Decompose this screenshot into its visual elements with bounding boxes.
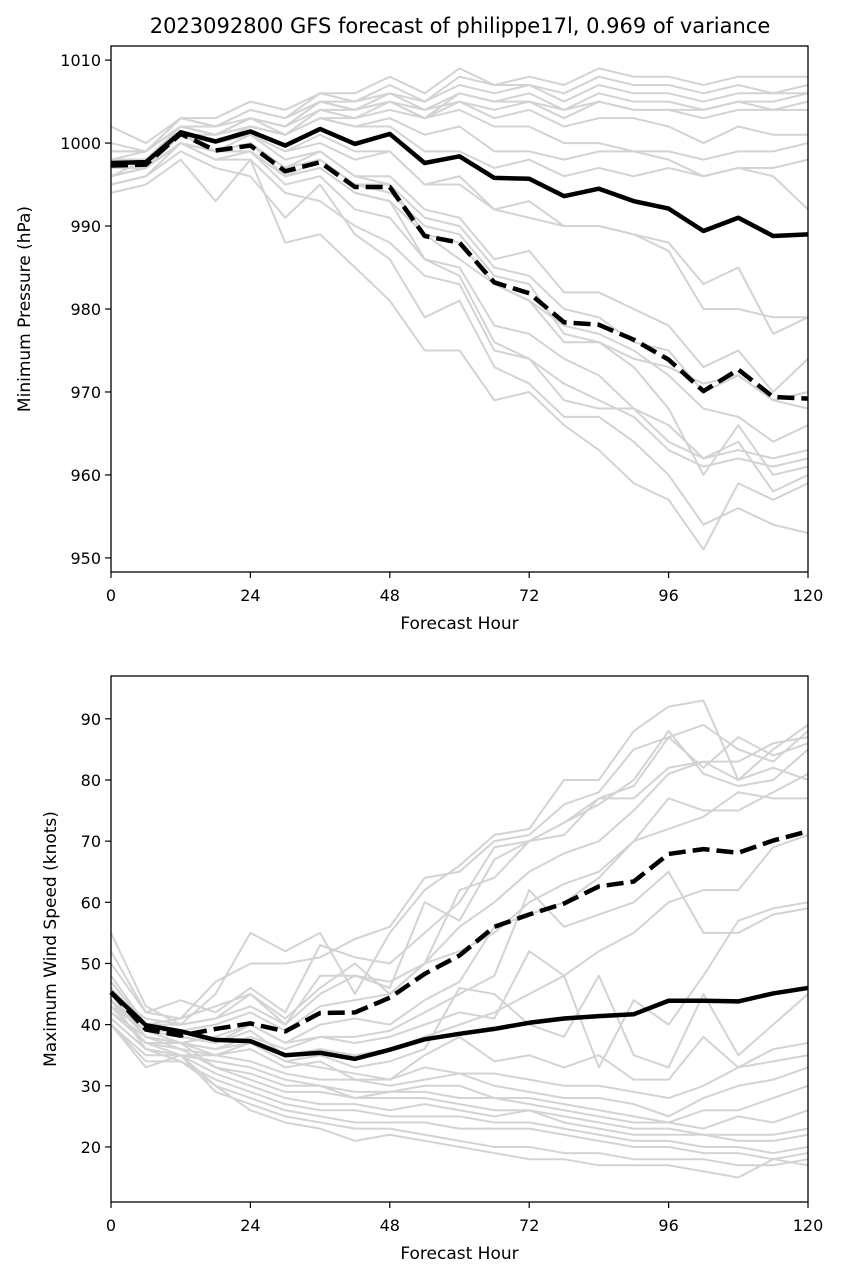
wind-x-tick-label: 0 bbox=[106, 1216, 116, 1235]
wind-x-axis-label: Forecast Hour bbox=[400, 1244, 518, 1264]
wind-x-tick-label: 24 bbox=[240, 1216, 260, 1235]
wind-y-tick-label: 20 bbox=[81, 1138, 101, 1157]
chart-title: 2023092800 GFS forecast of philippe17l, … bbox=[150, 14, 771, 38]
pressure-y-axis-label: Minimum Pressure (hPa) bbox=[15, 206, 35, 412]
wind-ensemble-member-line bbox=[110, 1017, 809, 1155]
wind-axes-frame bbox=[110, 675, 809, 1203]
wind-lines bbox=[109, 699, 809, 1179]
pressure-ensemble-member-line bbox=[110, 142, 809, 443]
pressure-y-tick-label: 1000 bbox=[60, 134, 101, 153]
wind-ensemble-member-line bbox=[110, 999, 809, 1124]
pressure-dashed-series-line bbox=[110, 131, 809, 401]
wind-y-tick-label: 50 bbox=[81, 954, 101, 973]
pressure-y-tick-label: 960 bbox=[70, 466, 101, 485]
wind-ensemble-member-line bbox=[110, 772, 809, 1032]
pressure-ensemble-member-line bbox=[110, 158, 809, 551]
wind-ensemble-member-line bbox=[110, 730, 809, 1026]
pressure-ensemble-member-line bbox=[111, 83, 808, 153]
wind-ensemble-member-line bbox=[110, 791, 808, 1044]
pressure-x-tick-label: 120 bbox=[793, 586, 824, 605]
pressure-y-tick-label: 1010 bbox=[60, 51, 101, 70]
pressure-x-tick-label: 48 bbox=[380, 586, 400, 605]
wind-ensemble-member-line bbox=[110, 1011, 809, 1130]
wind-ensemble-member-line bbox=[110, 993, 809, 1100]
wind-y-tick-label: 60 bbox=[81, 893, 101, 912]
wind-ensemble-member-line bbox=[110, 999, 809, 1136]
wind-y-tick-label: 90 bbox=[81, 710, 101, 729]
wind-ensemble-member-line bbox=[110, 870, 809, 1051]
pressure-y-tick-label: 950 bbox=[70, 549, 101, 568]
wind-x-tick-label: 120 bbox=[793, 1216, 824, 1235]
wind-dashed-series-line bbox=[109, 829, 809, 1038]
pressure-x-axis-label: Forecast Hour bbox=[400, 614, 518, 634]
wind-ensemble-member-line bbox=[110, 736, 809, 1014]
wind-ensemble-member-line bbox=[110, 1005, 809, 1167]
wind-solid-series-line bbox=[109, 985, 809, 1062]
pressure-ensemble-member-line bbox=[111, 142, 809, 468]
pressure-x-tick-label: 96 bbox=[658, 586, 678, 605]
wind-x-tick-label: 72 bbox=[519, 1216, 539, 1235]
pressure-y-ticks: 950 960 970 980 990 1000 1010 bbox=[60, 51, 111, 568]
pressure-ensemble-member-line bbox=[110, 100, 808, 178]
wind-panel: 0 24 48 72 96 120 20 30 40 50 60 70 80 90 Forecast H… bbox=[41, 675, 823, 1264]
wind-ensemble-member-line bbox=[110, 1023, 809, 1179]
pressure-ensemble-member-line bbox=[110, 150, 809, 534]
wind-y-tick-label: 30 bbox=[81, 1077, 101, 1096]
wind-x-tick-label: 96 bbox=[658, 1216, 678, 1235]
wind-x-ticks: 0 24 48 72 96 120 bbox=[106, 1202, 823, 1235]
wind-y-tick-label: 70 bbox=[81, 832, 101, 851]
pressure-ensemble-member-line bbox=[111, 142, 809, 493]
wind-y-tick-label: 80 bbox=[81, 771, 101, 790]
wind-x-tick-label: 48 bbox=[380, 1216, 400, 1235]
pressure-panel: 2023092800 GFS forecast of philippe17l, … bbox=[15, 14, 823, 634]
pressure-lines bbox=[110, 67, 809, 551]
pressure-ensemble-member-line bbox=[110, 92, 809, 169]
pressure-ensemble-member-line bbox=[111, 117, 809, 211]
pressure-x-tick-label: 24 bbox=[240, 586, 260, 605]
pressure-x-ticks: 0 24 48 72 96 120 bbox=[106, 572, 823, 605]
wind-ensemble-member-line bbox=[110, 834, 809, 1044]
wind-ensemble-member-line bbox=[110, 1017, 809, 1081]
wind-ensemble-member-line bbox=[110, 1023, 809, 1142]
pressure-y-tick-label: 990 bbox=[70, 217, 101, 236]
pressure-ensemble-member-line bbox=[111, 92, 808, 153]
wind-ensemble-member-line bbox=[110, 723, 809, 1020]
wind-ensemble-member-line bbox=[110, 736, 809, 1026]
pressure-y-tick-label: 970 bbox=[70, 383, 101, 402]
wind-ensemble-member-line bbox=[110, 974, 809, 1069]
wind-ensemble-member-line bbox=[110, 1005, 809, 1118]
wind-ensemble-member-line bbox=[110, 699, 809, 1026]
wind-y-tick-label: 40 bbox=[81, 1016, 101, 1035]
pressure-ensemble-member-line bbox=[110, 133, 809, 335]
pressure-x-tick-label: 0 bbox=[106, 586, 116, 605]
wind-ensemble-member-line bbox=[110, 760, 809, 1026]
wind-y-ticks: 20 30 40 50 60 70 80 90 bbox=[81, 710, 111, 1157]
pressure-ensemble-member-line bbox=[111, 133, 809, 393]
pressure-ensemble-member-line bbox=[110, 67, 808, 145]
pressure-x-tick-label: 72 bbox=[519, 586, 539, 605]
wind-y-axis-label: Maximum Wind Speed (knots) bbox=[41, 811, 61, 1067]
pressure-y-tick-label: 980 bbox=[70, 300, 101, 319]
pressure-solid-series-line bbox=[110, 126, 809, 239]
wind-ensemble-member-line bbox=[110, 1023, 809, 1161]
